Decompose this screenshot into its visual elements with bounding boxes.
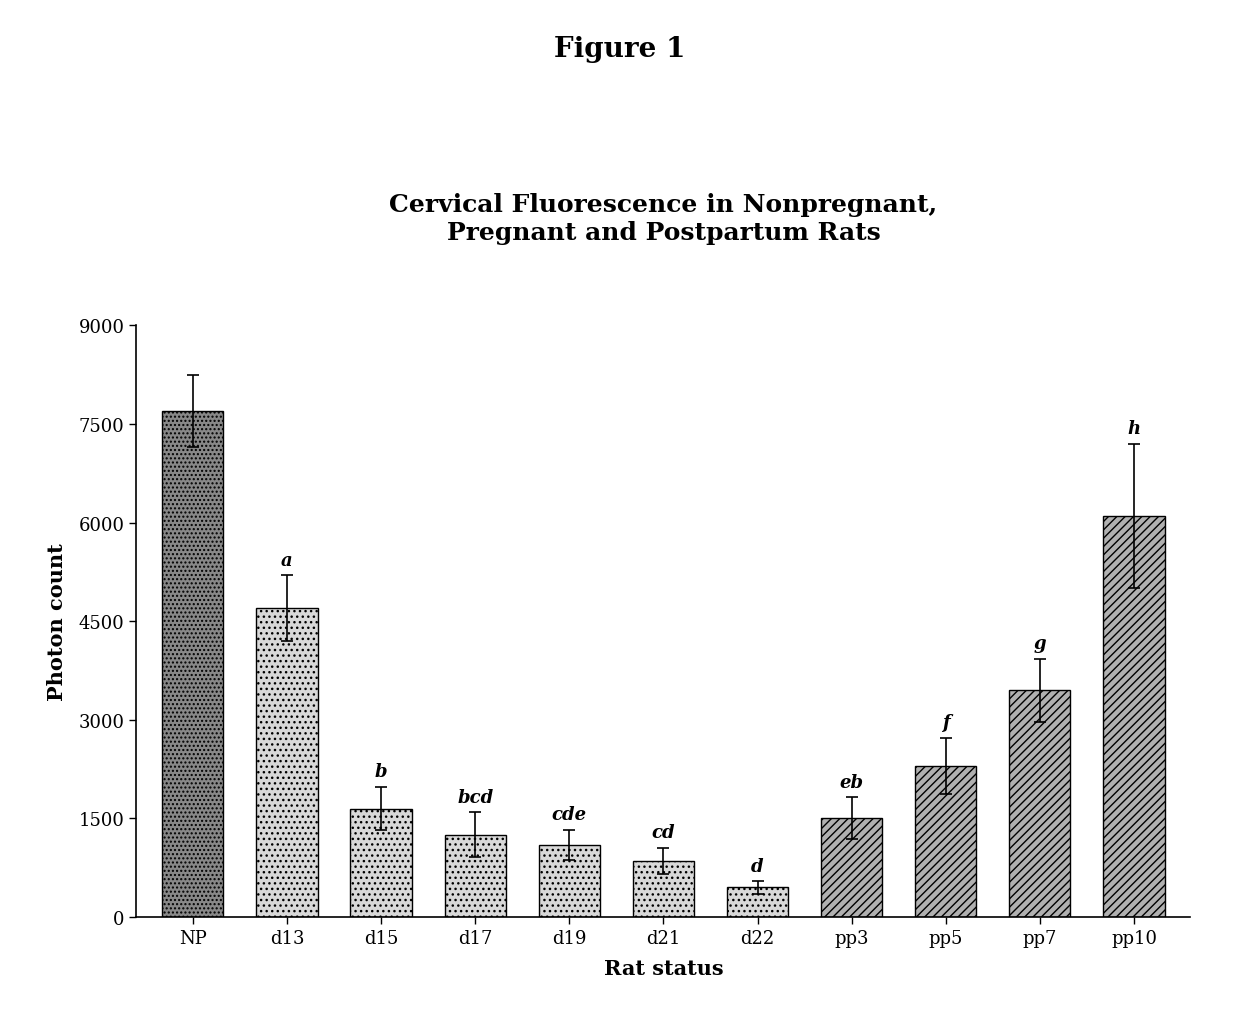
Bar xyxy=(257,608,317,917)
Text: bcd: bcd xyxy=(458,788,494,806)
Bar xyxy=(538,845,600,917)
X-axis label: Rat status: Rat status xyxy=(604,958,723,978)
Text: f: f xyxy=(942,713,950,732)
Text: a: a xyxy=(281,551,293,569)
Bar xyxy=(351,809,412,917)
Bar xyxy=(445,835,506,917)
Text: d: d xyxy=(751,857,764,874)
Text: g: g xyxy=(1033,635,1047,652)
Text: eb: eb xyxy=(839,773,864,791)
Text: h: h xyxy=(1127,420,1141,438)
Text: Figure 1: Figure 1 xyxy=(554,36,686,62)
Bar xyxy=(1009,691,1070,917)
Text: cd: cd xyxy=(651,823,676,842)
Bar xyxy=(162,412,223,917)
Y-axis label: Photon count: Photon count xyxy=(47,543,67,700)
Text: b: b xyxy=(374,762,387,781)
Bar xyxy=(1104,517,1164,917)
Bar xyxy=(632,861,694,917)
Bar xyxy=(821,818,882,917)
Text: cde: cde xyxy=(552,805,587,823)
Text: Cervical Fluorescence in Nonpregnant,
Pregnant and Postpartum Rats: Cervical Fluorescence in Nonpregnant, Pr… xyxy=(389,193,937,245)
Bar xyxy=(915,766,976,917)
Bar xyxy=(727,888,789,917)
